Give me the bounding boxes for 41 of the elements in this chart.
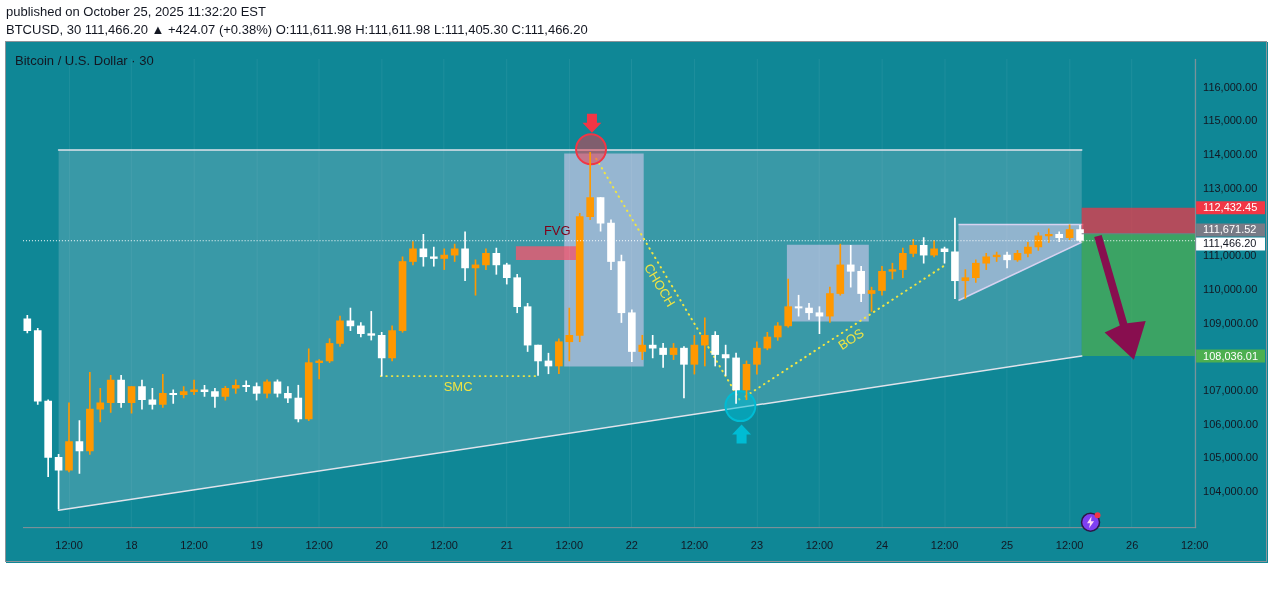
band-label: 108,036.01 (1203, 349, 1259, 362)
y-tick-label: 114,000.00 (1203, 148, 1258, 161)
text: BOS (835, 325, 867, 353)
y-tick-label: 111,000.00 (1203, 249, 1257, 262)
candlestick (429, 246, 438, 267)
x-tick-label: 19 (250, 538, 263, 551)
x-tick-label: 12:00 (55, 538, 83, 551)
y-tick-label: 106,000.00 (1203, 417, 1259, 430)
y-tick-label: 104,000.00 (1203, 485, 1259, 498)
y-tick-label: 105,000.00 (1203, 451, 1259, 464)
y-tick-label: 107,000.00 (1203, 383, 1259, 396)
y-tick-label: 116,000.00 (1203, 80, 1258, 93)
x-tick-label: 21 (500, 538, 513, 551)
x-tick-label: 23 (750, 538, 764, 551)
band-label: 112,432.45 (1203, 201, 1258, 214)
y-tick-label: 110,000.00 (1203, 282, 1258, 295)
x-tick-label: 18 (125, 538, 138, 551)
x-tick-label: 12:00 (1180, 538, 1209, 551)
ref-line-label: 111,671.52 (1203, 223, 1257, 236)
y-tick-label: 109,000.00 (1203, 316, 1259, 329)
chart-title: Bitcoin / U.S. Dollar · 30 (15, 53, 154, 69)
chart-subtitle: BTCUSD, 30 111,466.20 ▲ +424.07 (+0.38%) O:111,611.98 H:111,611.98 L:111,405.30 C:111,466.20 (6, 22, 588, 38)
text: published on October 25, 2025 11:32:20 EST (6, 4, 266, 20)
x-tick-label: 22 (625, 538, 638, 551)
x-tick-label: 12:00 (305, 538, 333, 551)
x-tick-label: 26 (1126, 538, 1139, 551)
x-tick-label: 12:00 (1055, 538, 1084, 551)
x-tick-label: 12:00 (930, 538, 959, 551)
ref-line-label: 111,466.20 (1203, 237, 1257, 250)
x-tick-label: 25 (1000, 538, 1014, 551)
series-label: SMC (443, 378, 473, 394)
x-tick-label: 12:00 (430, 538, 458, 551)
x-tick-label: 12:00 (680, 538, 709, 551)
y-tick-label: 113,000.00 (1203, 181, 1258, 194)
x-tick-label: 12:00 (180, 538, 208, 551)
y-tick-label: 115,000.00 (1203, 114, 1258, 127)
x-tick-label: 12:00 (805, 538, 834, 551)
x-tick-label: 24 (875, 538, 889, 551)
x-tick-label: 20 (375, 538, 388, 551)
candlestick (367, 311, 376, 341)
x-tick-label: 12:00 (555, 538, 584, 551)
